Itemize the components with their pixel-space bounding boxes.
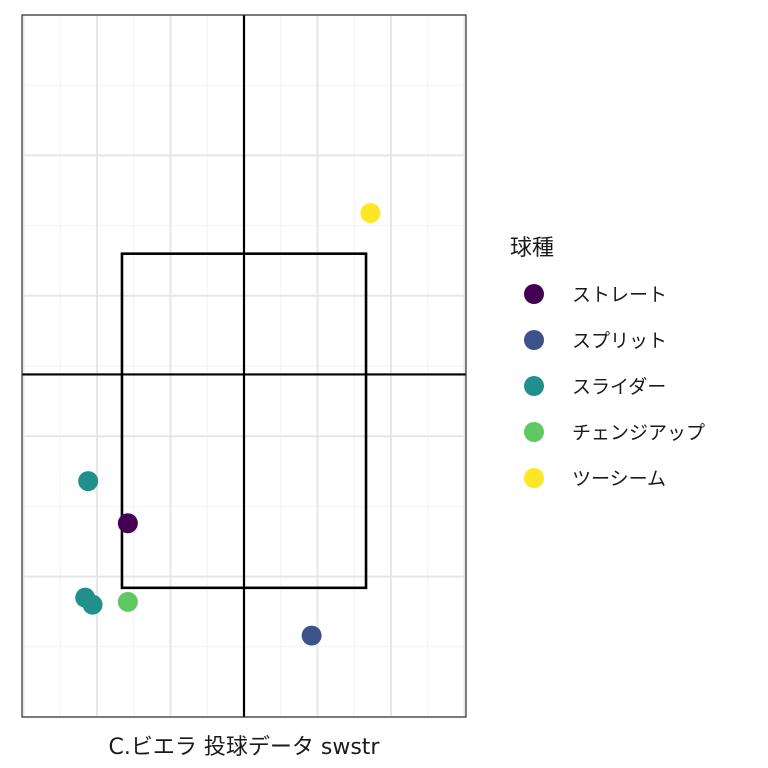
data-point <box>301 625 322 646</box>
legend-key <box>524 422 544 442</box>
reference-lines <box>22 15 466 717</box>
legend-key <box>524 376 544 396</box>
panel-border <box>21 14 467 718</box>
data-point <box>117 591 138 612</box>
x-axis-label: C.ビエラ 投球データ swstr <box>109 735 381 760</box>
legend-key <box>524 284 544 304</box>
data-point <box>117 513 138 534</box>
panel-frame <box>21 14 467 718</box>
legend-key <box>524 330 544 350</box>
data-point <box>78 471 99 492</box>
legend-label: ストレート <box>572 284 667 306</box>
legend-title: 球種 <box>510 236 554 261</box>
data-point <box>360 202 381 223</box>
data-points <box>75 202 381 646</box>
legend-label: ツーシーム <box>572 468 666 490</box>
legend-label: チェンジアップ <box>572 422 705 444</box>
legend-label: スプリット <box>572 330 667 352</box>
legend-label: スライダー <box>572 376 666 398</box>
legend-key <box>524 468 544 488</box>
data-point <box>82 594 103 615</box>
